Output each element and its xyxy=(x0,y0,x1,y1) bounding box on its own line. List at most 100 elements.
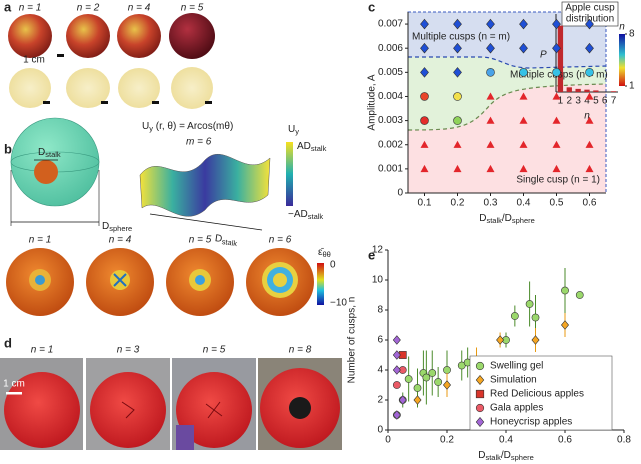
sphere-label: Dsphere xyxy=(102,221,132,233)
point xyxy=(486,18,495,30)
x-axis-label: Dstalk/Dsphere xyxy=(478,450,534,462)
x-tick-label: 0.6 xyxy=(583,198,597,209)
strain-tick: 0 xyxy=(330,260,336,271)
point xyxy=(486,116,495,124)
length-label: Dstalk xyxy=(214,233,238,248)
strain-tick: −10 xyxy=(330,298,347,309)
point xyxy=(420,140,429,148)
point xyxy=(486,140,495,148)
point xyxy=(519,18,528,30)
strain-title: ε̄θθ xyxy=(318,247,331,259)
point xyxy=(585,68,594,77)
point xyxy=(519,68,528,77)
y-tick-label: 0 xyxy=(377,425,383,436)
text-part: /D xyxy=(502,213,512,224)
subscript: stalk xyxy=(221,237,238,248)
point xyxy=(519,42,528,54)
legend-label: Honeycrisp apples xyxy=(490,417,572,428)
y-tick-label: 0.007 xyxy=(378,19,403,30)
text-part: U xyxy=(288,124,295,135)
point xyxy=(519,164,528,173)
x-tick-label: 0 xyxy=(385,435,391,446)
point xyxy=(496,335,505,345)
x-tick-label: 0.4 xyxy=(517,198,531,209)
point xyxy=(475,403,485,413)
photo-label: n = 3 xyxy=(117,345,140,356)
y-axis-label: Number of cusps, n xyxy=(347,297,358,384)
sphere-diagram xyxy=(10,117,293,231)
point xyxy=(531,313,540,322)
point xyxy=(486,68,495,77)
point xyxy=(552,116,561,124)
legend-box xyxy=(469,355,613,431)
point xyxy=(434,378,443,386)
subscript: stalk xyxy=(308,212,324,221)
point xyxy=(443,380,451,390)
panel-label: c xyxy=(368,0,375,14)
bar xyxy=(593,90,599,92)
panel-label: a xyxy=(4,0,12,14)
point xyxy=(413,395,422,405)
point xyxy=(420,42,429,54)
x-tick-label: 7 xyxy=(611,96,617,107)
x-tick-label: 0.2 xyxy=(451,198,465,209)
colorbar-title: n xyxy=(619,22,625,33)
annotation: Single cusp (n = 1) xyxy=(516,175,600,186)
x-tick-label: 1 xyxy=(558,96,564,107)
sim-label: n = 4 xyxy=(109,235,132,246)
x-tick-label: 0.8 xyxy=(617,435,631,446)
point xyxy=(552,140,561,148)
subscript: stalk xyxy=(485,453,501,462)
y-tick-label: 2 xyxy=(377,395,383,406)
point xyxy=(585,140,594,148)
point xyxy=(453,42,462,54)
colorbar-max: ADstalk xyxy=(297,141,327,153)
point xyxy=(392,350,401,360)
point xyxy=(519,92,528,100)
point xyxy=(510,312,519,320)
point xyxy=(428,369,437,377)
point xyxy=(475,389,485,399)
point xyxy=(585,164,594,173)
y-tick-label: 0.005 xyxy=(378,67,403,78)
point xyxy=(585,42,594,54)
bar xyxy=(584,89,590,92)
point xyxy=(413,384,422,392)
subscript: stalk xyxy=(311,144,327,153)
chart-title: distribution xyxy=(566,14,614,25)
point xyxy=(392,410,401,420)
panel-label: e xyxy=(368,247,375,262)
x-tick-label: 5 xyxy=(593,96,599,107)
annotation: Multiple cusps (n = m) xyxy=(412,32,510,43)
point xyxy=(420,18,429,30)
y-tick-label: 10 xyxy=(372,275,384,286)
x-tick-label: 0.1 xyxy=(418,198,432,209)
point xyxy=(392,335,401,345)
point xyxy=(531,335,540,345)
y-tick-label: 0 xyxy=(397,188,403,199)
x-tick-label: 0.5 xyxy=(550,198,564,209)
text-part: /D xyxy=(501,450,511,461)
point xyxy=(552,92,561,100)
x-tick-label: 0.3 xyxy=(484,198,498,209)
sim-label: n = 1 xyxy=(29,235,52,246)
x-axis-label: n xyxy=(584,111,590,122)
panel-label: d xyxy=(4,335,12,350)
x-tick-label: 0.4 xyxy=(499,435,513,446)
apple-photos xyxy=(8,13,215,109)
legend-label: Simulation xyxy=(490,375,537,386)
colorbar-title: Uy xyxy=(288,124,299,136)
y-tick-label: 6 xyxy=(377,335,383,346)
point xyxy=(453,116,462,125)
point xyxy=(561,286,569,295)
photo-label: n = 1 xyxy=(31,345,54,356)
text-part: D xyxy=(102,221,109,232)
legend-label: Gala apples xyxy=(490,403,543,414)
point xyxy=(420,116,429,125)
point xyxy=(561,320,569,330)
y-tick-label: 8 xyxy=(377,305,383,316)
point xyxy=(486,92,495,100)
point xyxy=(575,291,584,299)
point xyxy=(519,116,528,124)
